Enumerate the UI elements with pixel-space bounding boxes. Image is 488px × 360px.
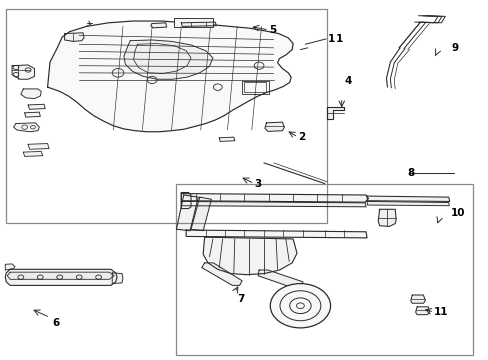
Text: 9: 9: [450, 43, 457, 53]
Text: 6: 6: [52, 318, 60, 328]
Polygon shape: [201, 263, 242, 285]
Polygon shape: [176, 195, 198, 231]
Polygon shape: [191, 197, 211, 231]
Polygon shape: [181, 202, 366, 207]
Polygon shape: [181, 22, 216, 26]
Polygon shape: [264, 122, 284, 131]
Polygon shape: [123, 40, 212, 79]
Polygon shape: [151, 23, 166, 28]
Text: 3: 3: [254, 179, 261, 189]
Text: 2: 2: [297, 132, 305, 142]
Polygon shape: [219, 137, 234, 141]
Circle shape: [270, 284, 330, 328]
Bar: [174, 18, 212, 27]
Polygon shape: [366, 196, 449, 202]
Polygon shape: [186, 230, 366, 238]
Polygon shape: [14, 123, 39, 132]
Text: 8: 8: [407, 168, 414, 178]
Bar: [6, 9, 326, 223]
Text: 7: 7: [237, 294, 244, 304]
Polygon shape: [181, 194, 368, 202]
Polygon shape: [25, 112, 40, 117]
Polygon shape: [28, 104, 45, 109]
Polygon shape: [258, 270, 302, 288]
Text: 10: 10: [450, 208, 465, 218]
Polygon shape: [5, 264, 15, 270]
Polygon shape: [47, 21, 292, 132]
Text: 1: 1: [327, 34, 335, 44]
Polygon shape: [7, 272, 114, 279]
Polygon shape: [23, 152, 42, 157]
Polygon shape: [112, 273, 122, 284]
Polygon shape: [326, 107, 344, 118]
Polygon shape: [12, 65, 34, 79]
Polygon shape: [366, 202, 448, 206]
Polygon shape: [415, 307, 428, 315]
Polygon shape: [64, 33, 84, 41]
Bar: [176, 184, 472, 355]
Bar: [242, 81, 268, 94]
Text: 11: 11: [433, 307, 447, 317]
Polygon shape: [21, 89, 41, 99]
Polygon shape: [410, 295, 425, 303]
Text: 1: 1: [335, 34, 343, 44]
Polygon shape: [5, 269, 117, 285]
Text: 4: 4: [344, 76, 351, 86]
Bar: [244, 82, 266, 93]
Text: 5: 5: [268, 25, 276, 35]
Polygon shape: [377, 209, 395, 226]
Polygon shape: [181, 193, 191, 208]
Polygon shape: [203, 237, 296, 275]
Polygon shape: [28, 144, 49, 149]
